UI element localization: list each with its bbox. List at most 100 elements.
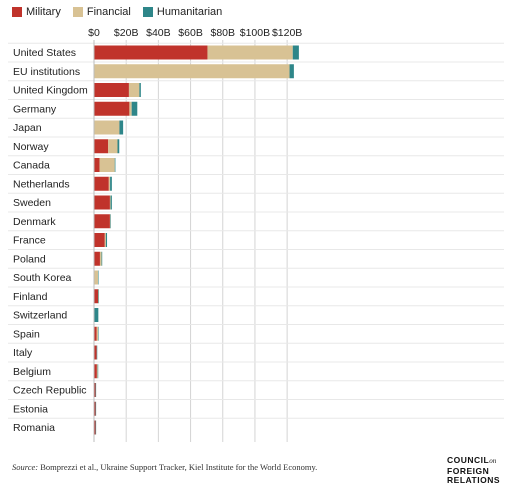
bar-military	[94, 289, 99, 304]
bar-military	[94, 158, 100, 172]
bar-humanitarian	[97, 364, 99, 379]
bar-military	[94, 195, 110, 210]
bar-financial	[109, 214, 111, 229]
category-label: Japan	[13, 122, 42, 134]
bar-military	[94, 345, 97, 360]
x-tick-label: $20B	[114, 27, 139, 39]
legend-swatch	[72, 7, 83, 17]
x-tick-label: $0	[88, 27, 100, 39]
bar-military	[94, 45, 208, 60]
bar-military	[94, 101, 130, 116]
category-label: Netherlands	[13, 178, 70, 190]
bar-financial	[104, 233, 106, 247]
category-label: Finland	[13, 291, 48, 303]
bar-financial	[109, 195, 111, 210]
bar-humanitarian	[98, 270, 99, 285]
bar-humanitarian	[98, 289, 99, 304]
bar-military	[94, 83, 129, 97]
bar-humanitarian	[119, 120, 124, 135]
legend-label: Military	[26, 6, 61, 18]
bar-financial	[94, 64, 290, 79]
bar-financial	[94, 120, 120, 135]
category-label: Canada	[13, 160, 50, 172]
bar-military	[94, 420, 96, 435]
bar-military	[94, 251, 100, 266]
bar-humanitarian	[117, 139, 120, 154]
source-note: Source: Bomprezzi et al., Ukraine Suppor…	[12, 462, 317, 472]
bar-humanitarian	[105, 233, 108, 247]
category-label: Romania	[13, 422, 55, 434]
bar-financial	[96, 326, 99, 341]
legend-item-humanitarian: Humanitarian	[142, 6, 223, 18]
legend-swatch	[12, 7, 22, 17]
bar-humanitarian	[96, 345, 98, 360]
bar-humanitarian	[114, 158, 116, 172]
bar-financial	[94, 270, 99, 285]
legend-swatch	[142, 7, 153, 17]
logo-line-1: COUNCIL	[447, 455, 490, 465]
category-label: Poland	[13, 253, 46, 265]
bar-military	[94, 326, 97, 341]
category-label: Switzerland	[13, 310, 67, 322]
bar-financial	[108, 139, 118, 154]
bar-military	[94, 176, 109, 191]
category-label: Estonia	[13, 403, 48, 415]
bar-financial	[108, 176, 111, 191]
source-label: Source:	[12, 462, 39, 472]
bar-military	[94, 233, 105, 247]
category-label: Belgium	[13, 366, 51, 378]
category-label: Spain	[13, 328, 40, 340]
bar-financial	[99, 251, 102, 266]
legend-label: Financial	[86, 6, 131, 18]
x-tick-label: $120B	[272, 27, 302, 39]
bar-humanitarian	[95, 383, 97, 397]
bar-humanitarian	[101, 251, 103, 266]
category-label: EU institutions	[13, 66, 80, 78]
cfr-logo: COUNCILon FOREIGN RELATIONS	[447, 455, 500, 486]
category-label: Germany	[13, 103, 57, 115]
category-label: Italy	[13, 347, 33, 359]
legend-item-military: Military	[12, 6, 61, 18]
bar-humanitarian	[95, 401, 97, 416]
bar-military	[94, 401, 96, 416]
bar-financial	[96, 364, 98, 379]
category-label: France	[13, 235, 46, 247]
legend-label: Humanitarian	[156, 6, 223, 18]
category-label: Czech Republic	[13, 385, 87, 397]
bar-humanitarian	[98, 326, 99, 341]
bar-humanitarian	[110, 214, 111, 229]
bar-humanitarian	[131, 101, 138, 116]
logo-line-2: FOREIGN	[447, 465, 490, 476]
category-label: United States	[13, 47, 76, 59]
bar-humanitarian	[94, 308, 99, 322]
legend: Military Financial Humanitarian	[12, 4, 222, 20]
bar-humanitarian	[95, 420, 97, 435]
bar-financial	[99, 158, 115, 172]
bar-military	[94, 364, 97, 379]
category-label: United Kingdom	[13, 85, 88, 97]
logo-line-3: RELATIONS	[447, 475, 500, 485]
x-tick-label: $100B	[240, 27, 270, 39]
bar-financial	[128, 83, 140, 97]
bar-financial	[129, 101, 132, 116]
bar-humanitarian	[289, 64, 294, 79]
category-label: Sweden	[13, 197, 51, 209]
bar-military	[94, 383, 96, 397]
category-label: Denmark	[13, 216, 56, 228]
bar-humanitarian	[292, 45, 299, 60]
bar-financial	[207, 45, 293, 60]
bar-military	[94, 139, 109, 154]
bar-military	[94, 214, 110, 229]
source-text: Bomprezzi et al., Ukraine Support Tracke…	[40, 462, 318, 472]
category-label: South Korea	[13, 272, 72, 284]
x-tick-label: $60B	[178, 27, 203, 39]
x-tick-label: $80B	[210, 27, 235, 39]
category-label: Norway	[13, 141, 49, 153]
bar-humanitarian	[139, 83, 141, 97]
bar-financial	[98, 289, 99, 304]
x-tick-label: $40B	[146, 27, 171, 39]
bar-humanitarian	[110, 195, 112, 210]
logo-on: on	[489, 457, 497, 465]
bar-humanitarian	[110, 176, 112, 191]
